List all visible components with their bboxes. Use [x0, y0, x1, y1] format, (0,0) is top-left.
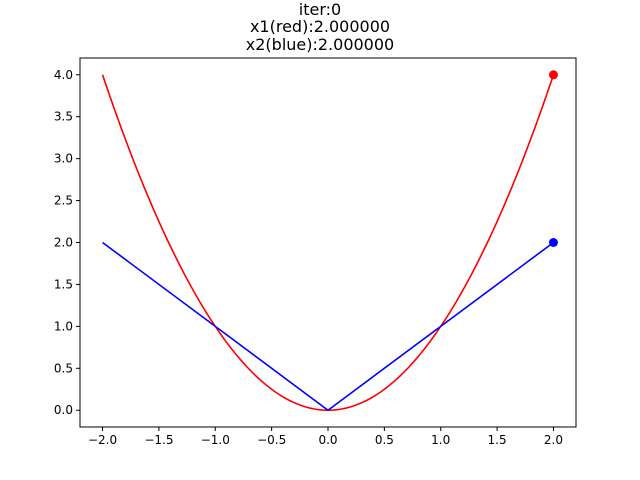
y-tick-label: 3.5 — [54, 110, 73, 124]
x-tick-label: −0.5 — [257, 433, 286, 447]
x-tick-label: 1.5 — [488, 433, 507, 447]
y-tick-label: 2.0 — [54, 236, 73, 250]
x-tick-label: 2.0 — [544, 433, 563, 447]
y-tick-label: 1.0 — [54, 319, 73, 333]
x-tick-label: −1.5 — [144, 433, 173, 447]
chart-title-line-3: x2(blue):2.000000 — [245, 35, 395, 54]
y-tick-label: 4.0 — [54, 68, 73, 82]
chart-title-line-2: x1(red):2.000000 — [249, 17, 391, 36]
series-line-1 — [101, 74, 555, 412]
x-tick-label: 1.0 — [431, 433, 450, 447]
plot-frame — [79, 57, 577, 428]
y-tick-label: 1.5 — [54, 277, 73, 291]
y-tick-label: 3.0 — [54, 152, 73, 166]
x-tick-label: 0.0 — [318, 433, 337, 447]
series-line-2 — [102, 241, 554, 412]
series-marker-1 — [548, 70, 558, 80]
y-tick-label: 0.0 — [54, 403, 73, 417]
y-tick-label: 0.5 — [54, 361, 73, 375]
x-tick-label: 0.5 — [375, 433, 394, 447]
series-marker-2 — [548, 238, 558, 247]
x-tick-label: −2.0 — [88, 433, 117, 447]
x-tick-label: −1.0 — [201, 433, 230, 447]
chart-title-line-1: iter:0 — [298, 0, 342, 19]
y-tick-label: 2.5 — [54, 194, 73, 208]
